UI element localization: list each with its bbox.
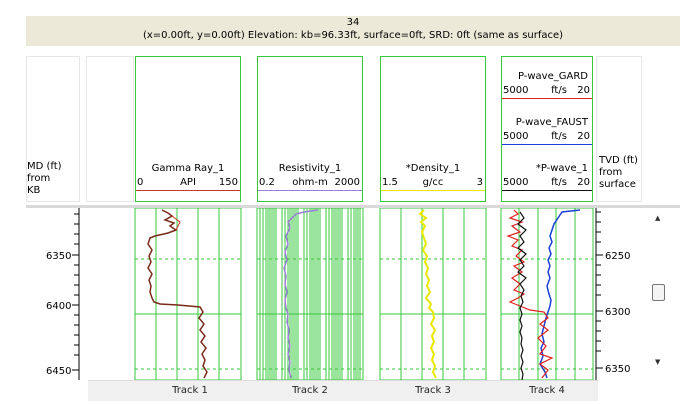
curve-scale-p-wave-gard: 5000 ft/s 20 [502, 85, 592, 99]
density-curve [418, 209, 437, 379]
curve-color-bar [136, 190, 240, 191]
track-4-plot[interactable] [500, 208, 594, 380]
log-plot-area: 6350 6400 6450 [46, 208, 630, 380]
md-label-line: KB [27, 185, 41, 196]
curve-scale-p-wave-1: 5000 ft/s 20 [502, 177, 592, 191]
p-wave-1-curve [517, 211, 527, 380]
track-4-header[interactable]: P-wave_GARD 5000 ft/s 20 P-wave_FAUST 50… [501, 56, 593, 202]
curve-color-bar [502, 190, 592, 191]
scroll-down-button[interactable]: ▼ [655, 358, 661, 366]
gamma-ray-curve [147, 209, 208, 379]
track-1-header[interactable]: Gamma Ray_1 0 API 150 [135, 56, 241, 202]
curve-scale-p-wave-faust: 5000 ft/s 20 [502, 131, 592, 145]
md-label-line: MD (ft) [27, 161, 62, 172]
md-tick-label: 6450 [46, 366, 71, 377]
md-tick-label: 6350 [46, 251, 71, 262]
tvd-tick-label: 6350 [605, 364, 630, 375]
curve-color-bar [502, 98, 592, 99]
scroll-up-button[interactable]: ▲ [655, 214, 661, 222]
vertical-scrollbar[interactable]: ▲ ▼ [647, 210, 671, 378]
md-header-panel: MD (ft) from KB [26, 56, 80, 202]
well-info-line: (x=0.00ft, y=0.00ft) Elevation: kb=96.33… [142, 30, 564, 41]
tab-track-4[interactable]: Track 4 [529, 385, 565, 396]
md-label-line: from [27, 173, 51, 184]
track-3-header[interactable]: *Density_1 1.5 g/cc 3 [380, 56, 486, 202]
md-depth-track: 6350 6400 6450 [46, 208, 80, 380]
track-tabs-bar: Track 1 Track 2 Track 3 Track 4 [88, 380, 598, 401]
header-separator[interactable] [26, 205, 680, 208]
md-tick-label: 6400 [46, 301, 71, 312]
curve-scale-resistivity: 0.2 ohm-m 2000 [258, 177, 362, 191]
scroll-thumb[interactable] [652, 284, 665, 301]
curve-color-bar [258, 190, 362, 191]
tab-track-2[interactable]: Track 2 [292, 385, 328, 396]
p-wave-faust-curve [539, 209, 581, 379]
tab-track-1[interactable]: Track 1 [172, 385, 208, 396]
resistivity-curve [283, 209, 319, 379]
curve-name-p-wave-1: *P-wave_1 [535, 163, 588, 174]
p-wave-gard-curve [506, 209, 554, 379]
tvd-tick-label: 6250 [605, 251, 630, 262]
well-number: 34 [346, 17, 360, 28]
curve-color-bar [381, 190, 485, 191]
curve-name-p-wave-gard: P-wave_GARD [517, 71, 588, 82]
track-2-plot[interactable] [256, 208, 364, 380]
tvd-header-panel: TVD (ft) from surface [596, 56, 642, 202]
curve-color-bar [502, 144, 592, 145]
tvd-tick-label: 6300 [605, 307, 630, 318]
tvd-label-line: surface [599, 179, 636, 190]
curve-scale-gamma-ray: 0 API 150 [136, 177, 240, 191]
tab-track-3[interactable]: Track 3 [415, 385, 451, 396]
tvd-depth-track: 6250 6300 6350 [595, 208, 630, 380]
curve-scale-density: 1.5 g/cc 3 [381, 177, 485, 191]
curve-name-density: *Density_1 [405, 163, 461, 174]
tvd-label-line: TVD (ft) [599, 155, 638, 166]
curve-name-resistivity: Resistivity_1 [278, 163, 342, 174]
curve-name-gamma-ray: Gamma Ray_1 [151, 163, 225, 174]
track-1-plot[interactable] [134, 208, 242, 380]
well-header: 34 (x=0.00ft, y=0.00ft) Elevation: kb=96… [26, 16, 680, 46]
depth-header-panel [86, 56, 134, 202]
track-2-header[interactable]: Resistivity_1 0.2 ohm-m 2000 [257, 56, 363, 202]
curve-name-p-wave-faust: P-wave_FAUST [515, 117, 588, 128]
tvd-label-line: from [599, 167, 623, 178]
track-3-plot[interactable] [379, 208, 487, 380]
